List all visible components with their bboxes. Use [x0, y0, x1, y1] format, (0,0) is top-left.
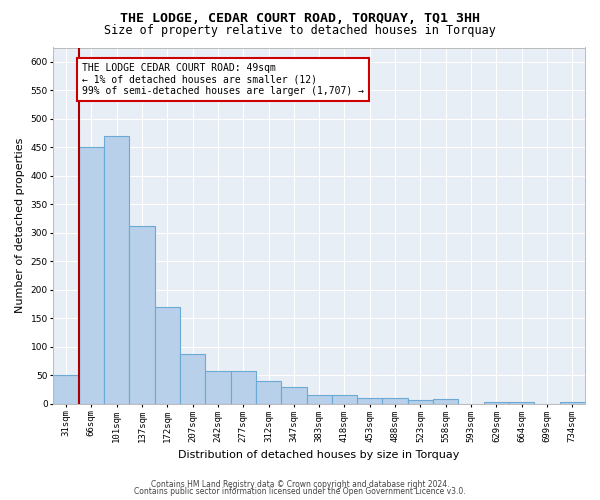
Bar — [79, 148, 104, 404]
Y-axis label: Number of detached properties: Number of detached properties — [15, 138, 25, 314]
Bar — [433, 400, 458, 404]
X-axis label: Distribution of detached houses by size in Torquay: Distribution of detached houses by size … — [178, 450, 460, 460]
Text: THE LODGE CEDAR COURT ROAD: 49sqm
← 1% of detached houses are smaller (12)
99% o: THE LODGE CEDAR COURT ROAD: 49sqm ← 1% o… — [82, 63, 364, 96]
Bar — [332, 396, 357, 404]
Bar — [509, 402, 535, 404]
Bar — [205, 372, 230, 404]
Bar — [484, 402, 509, 404]
Bar — [53, 376, 79, 404]
Bar — [230, 372, 256, 404]
Text: Contains HM Land Registry data © Crown copyright and database right 2024.: Contains HM Land Registry data © Crown c… — [151, 480, 449, 489]
Bar — [104, 136, 130, 404]
Bar — [281, 387, 307, 404]
Bar — [560, 402, 585, 404]
Bar — [307, 396, 332, 404]
Bar — [382, 398, 408, 404]
Text: Contains public sector information licensed under the Open Government Licence v3: Contains public sector information licen… — [134, 487, 466, 496]
Bar — [408, 400, 433, 404]
Bar — [357, 398, 382, 404]
Bar — [130, 226, 155, 404]
Bar — [180, 354, 205, 404]
Bar — [155, 307, 180, 404]
Text: Size of property relative to detached houses in Torquay: Size of property relative to detached ho… — [104, 24, 496, 37]
Text: THE LODGE, CEDAR COURT ROAD, TORQUAY, TQ1 3HH: THE LODGE, CEDAR COURT ROAD, TORQUAY, TQ… — [120, 12, 480, 26]
Bar — [256, 381, 281, 404]
